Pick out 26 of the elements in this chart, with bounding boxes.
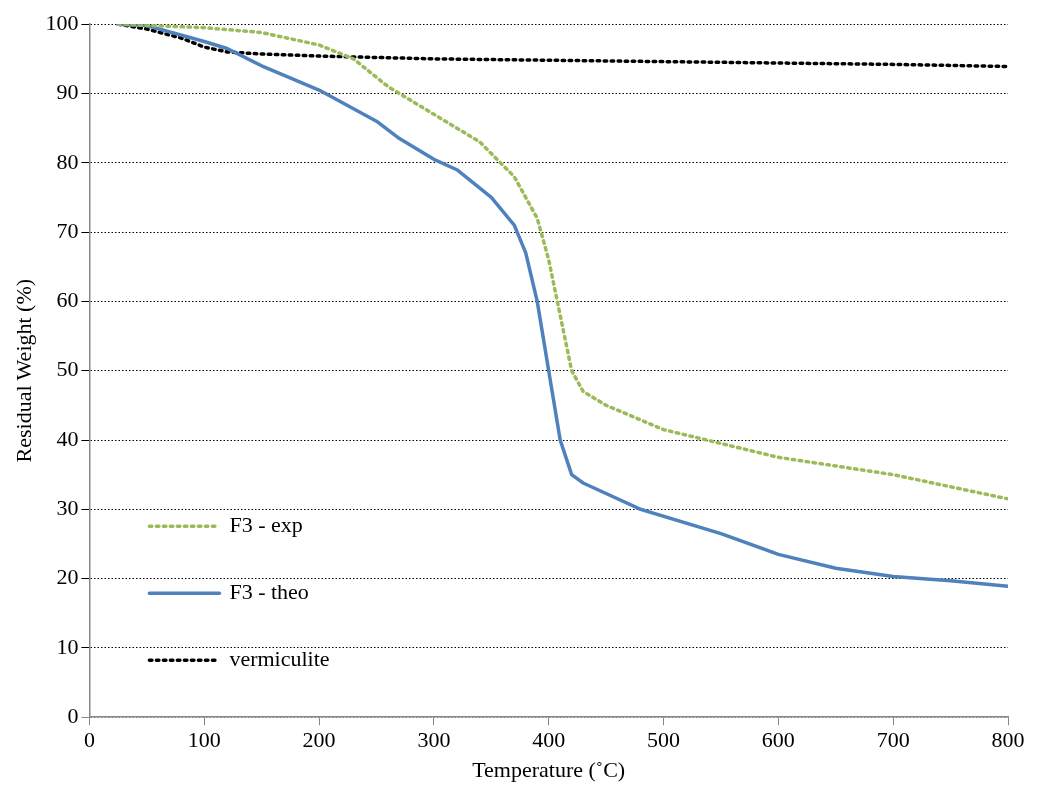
y-tick-label: 50	[56, 356, 79, 382]
y-tick-label: 60	[56, 287, 79, 313]
y-tick-label: 0	[67, 702, 79, 728]
x-tick-label: 200	[302, 727, 336, 753]
x-tick-label: 600	[761, 727, 795, 753]
y-tick-label: 10	[56, 633, 79, 659]
y-tick-label: 40	[56, 425, 79, 451]
y-tick-label: 80	[56, 148, 79, 174]
y-tick-label: 30	[56, 495, 79, 521]
line-series	[116, 24, 1008, 501]
x-axis-title: Temperature (˚C)	[472, 756, 626, 782]
x-tick-label: 100	[187, 727, 221, 753]
y-tick-label: 20	[56, 564, 79, 590]
x-tick-label: 0	[83, 727, 95, 753]
y-axis-title: Residual Weight (%)	[10, 278, 36, 463]
y-tick-label: 90	[56, 79, 79, 105]
y-tick-label: 70	[56, 217, 79, 243]
x-tick-label: 700	[876, 727, 910, 753]
x-tick-label: 800	[991, 727, 1025, 753]
y-tick-label: 100	[45, 9, 79, 35]
legend-label: vermiculite	[229, 645, 330, 671]
x-tick-label: 500	[647, 727, 681, 753]
x-tick-label: 300	[417, 727, 451, 753]
legend-label: F3 - exp	[229, 511, 303, 537]
x-tick-label: 400	[532, 727, 566, 753]
legend-label: F3 - theo	[229, 578, 309, 604]
